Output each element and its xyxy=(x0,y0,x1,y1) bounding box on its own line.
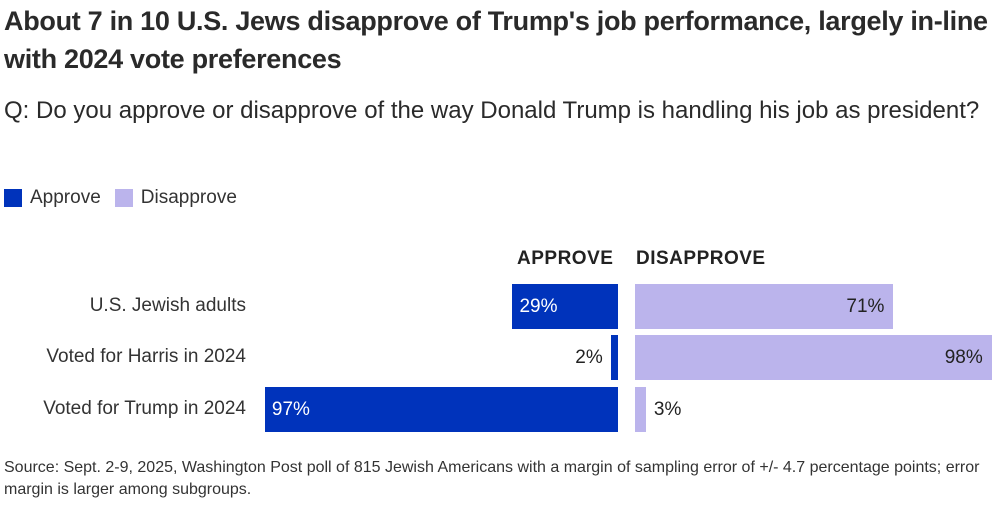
bar-approve xyxy=(610,335,618,380)
row-label: U.S. Jewish adults xyxy=(89,295,246,316)
legend-label-disapprove: Disapprove xyxy=(140,187,237,208)
bar-label-disapprove: 71% xyxy=(846,296,885,317)
bar-approve xyxy=(264,387,618,432)
legend: Approve Disapprove xyxy=(4,187,251,209)
chart-title: About 7 in 10 U.S. Jews disapprove of Tr… xyxy=(4,6,988,74)
legend-label-approve: Approve xyxy=(30,187,101,208)
bar-label-disapprove: 3% xyxy=(653,399,682,420)
bar-label-approve: 97% xyxy=(271,399,310,420)
bar-label-approve: 29% xyxy=(519,296,558,317)
chart-subtitle: Q: Do you approve or disapprove of the w… xyxy=(4,97,980,124)
bar-disapprove xyxy=(635,387,646,432)
row-label: Voted for Harris in 2024 xyxy=(46,346,246,367)
bar-label-disapprove: 98% xyxy=(944,347,983,368)
legend-swatch-disapprove xyxy=(114,189,133,207)
bar-label-approve: 2% xyxy=(575,347,603,368)
source-note: Source: Sept. 2-9, 2025, Washington Post… xyxy=(4,459,980,498)
bar-disapprove xyxy=(635,284,894,329)
bar-approve xyxy=(512,284,618,329)
legend-swatch-approve xyxy=(4,189,22,207)
legend-item-approve: Approve xyxy=(4,187,101,209)
row-label: Voted for Trump in 2024 xyxy=(43,398,246,419)
column-header-approve: APPROVE xyxy=(517,248,614,269)
column-header-disapprove: DISAPPROVE xyxy=(636,248,766,269)
legend-item-disapprove: Disapprove xyxy=(114,187,237,209)
bar-disapprove xyxy=(635,335,992,380)
